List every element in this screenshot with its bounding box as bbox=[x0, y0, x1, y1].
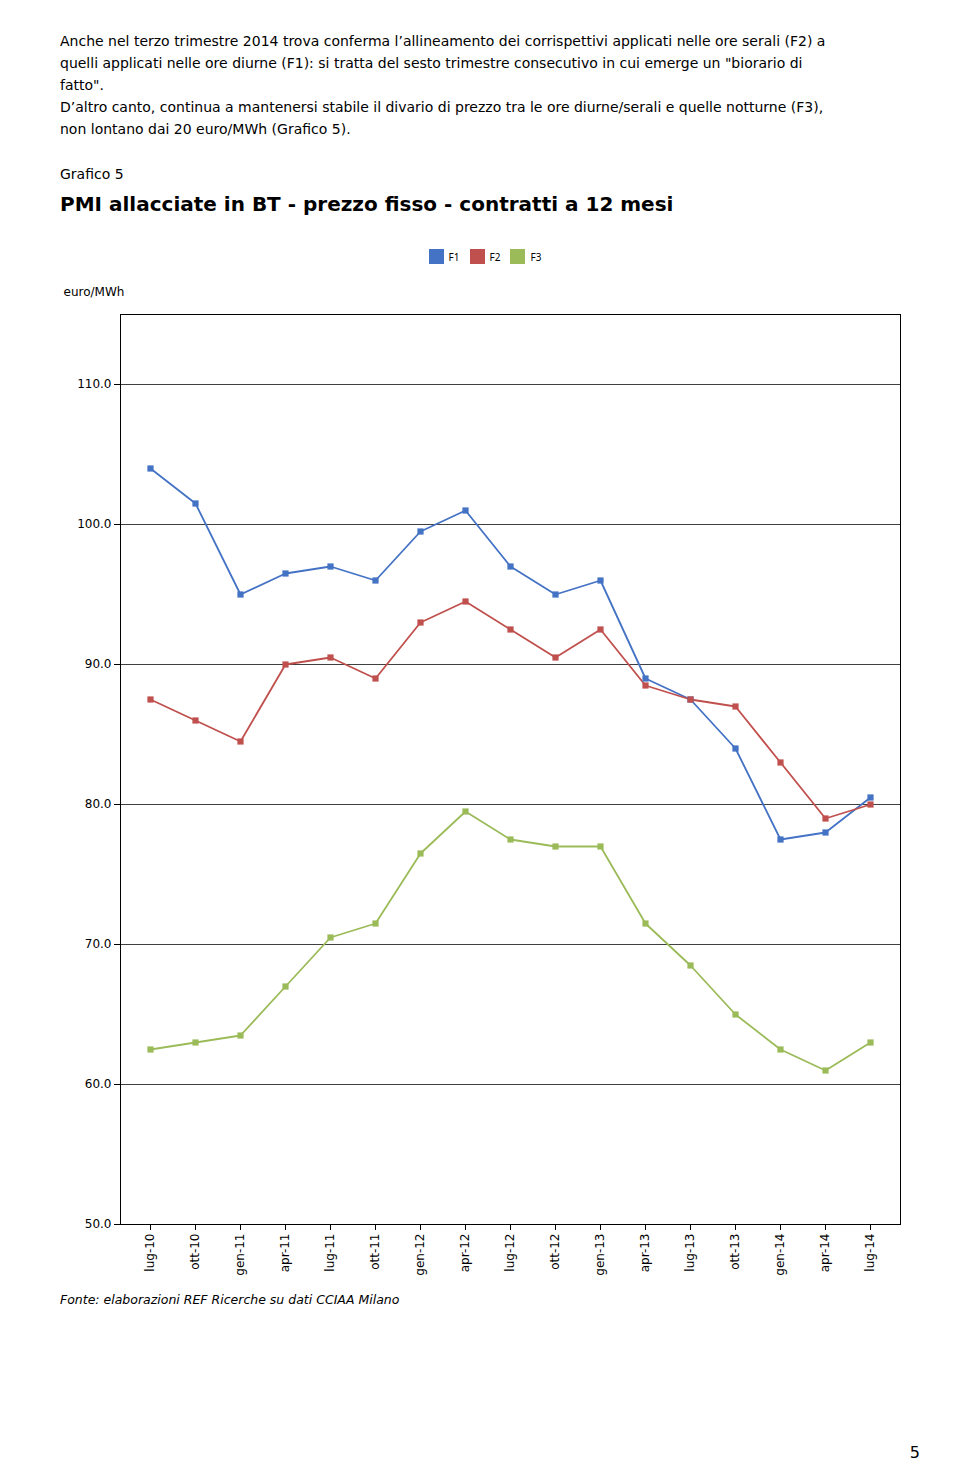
svg-text:gen-11: gen-11 bbox=[233, 1234, 247, 1276]
html-text:F2: F2 bbox=[489, 249, 501, 264]
svg-text:50.0: 50.0 bbox=[85, 1217, 112, 1231]
svg-text:90.0: 90.0 bbox=[85, 657, 112, 671]
svg-text:gen-13: gen-13 bbox=[593, 1234, 607, 1276]
svg-text:80.0: 80.0 bbox=[85, 797, 112, 811]
svg-text:lug-10: lug-10 bbox=[143, 1234, 157, 1272]
svg-text:100.0: 100.0 bbox=[77, 517, 111, 531]
svg-text:gen-14: gen-14 bbox=[773, 1234, 787, 1276]
svg-text:apr-11: apr-11 bbox=[278, 1234, 292, 1273]
svg-text:gen-12: gen-12 bbox=[413, 1234, 427, 1276]
html-text:5: 5 bbox=[909, 1443, 920, 1462]
html-text:Fonte: elaborazioni REF Ricerc: Fonte: elaborazioni REF Ricerche su dati… bbox=[60, 1292, 400, 1307]
html-text:PMI allacciate in BT - prezzo: PMI allacciate in BT - prezzo fisso - co… bbox=[60, 192, 674, 216]
svg-text:apr-14: apr-14 bbox=[818, 1234, 832, 1273]
svg-text:lug-13: lug-13 bbox=[683, 1234, 697, 1272]
svg-text:apr-12: apr-12 bbox=[458, 1234, 472, 1273]
svg-text:70.0: 70.0 bbox=[85, 937, 112, 951]
svg-text:euro/MWh: euro/MWh bbox=[64, 285, 125, 299]
html-text:non lontano dai 20 euro/MWh (G: non lontano dai 20 euro/MWh (Grafico 5). bbox=[60, 121, 351, 137]
svg-text:ott-12: ott-12 bbox=[548, 1234, 562, 1270]
svg-text:lug-12: lug-12 bbox=[503, 1234, 517, 1272]
html-text:Anche nel terzo trimestre 2014: Anche nel terzo trimestre 2014 trova con… bbox=[60, 33, 826, 49]
html-text:F1: F1 bbox=[448, 249, 460, 264]
html-text:Grafico 5: Grafico 5 bbox=[60, 166, 124, 182]
html-text:D’altro canto, continua a mant: D’altro canto, continua a mantenersi sta… bbox=[60, 99, 824, 115]
html-text:quelli applicati nelle ore diu: quelli applicati nelle ore diurne (F1): … bbox=[60, 55, 803, 71]
svg-text:apr-13: apr-13 bbox=[638, 1234, 652, 1273]
svg-text:60.0: 60.0 bbox=[85, 1077, 112, 1091]
svg-text:lug-11: lug-11 bbox=[323, 1234, 337, 1272]
svg-text:110.0: 110.0 bbox=[77, 377, 111, 391]
svg-text:lug-14: lug-14 bbox=[863, 1234, 877, 1272]
svg-text:ott-13: ott-13 bbox=[728, 1234, 742, 1270]
html-text:fatto".: fatto". bbox=[60, 77, 104, 93]
svg-text:ott-10: ott-10 bbox=[188, 1234, 202, 1270]
html-text:F3: F3 bbox=[530, 249, 542, 264]
svg-text:ott-11: ott-11 bbox=[368, 1234, 382, 1270]
